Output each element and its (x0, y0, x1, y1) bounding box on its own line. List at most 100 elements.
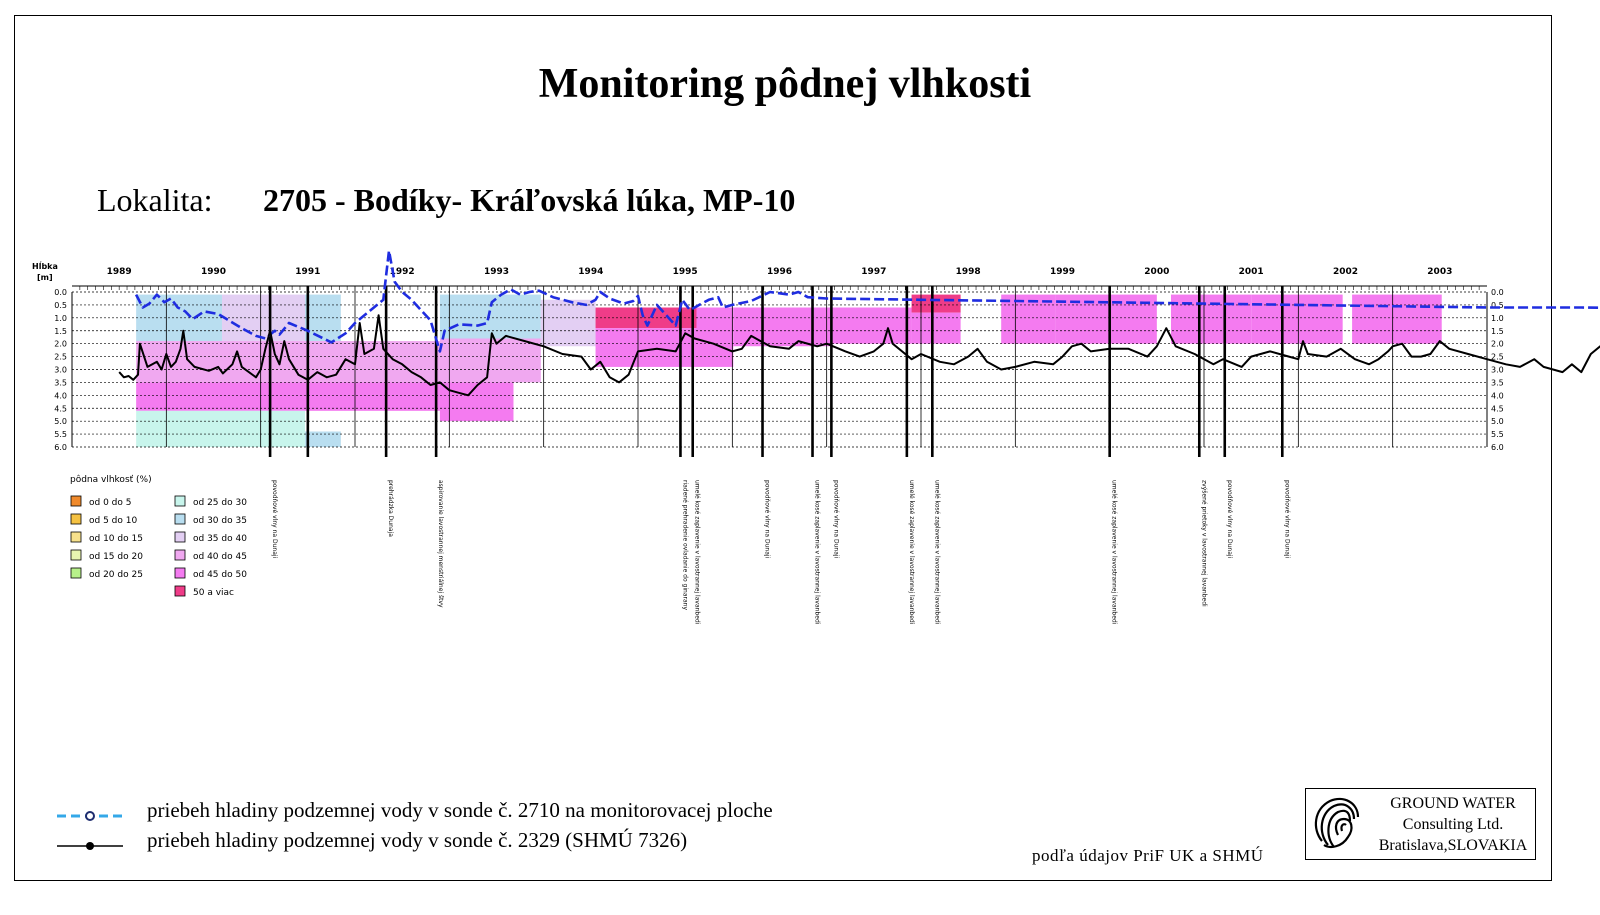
moisture-legend-label-10: 50 a viac (193, 588, 234, 598)
moisture-legend-label-3: od 15 do 20 (89, 552, 143, 562)
event-label-6: povodňové vlny na Dunaji (764, 480, 771, 559)
moisture-legend-swatch-10 (174, 585, 186, 597)
moisture-legend-swatch-5 (174, 495, 186, 507)
ytick-right-7: 3.5 (1491, 378, 1504, 387)
moisture-legend-label-1: od 5 do 10 (89, 516, 137, 526)
moisture-block-2 (305, 294, 341, 342)
company-logo: GROUND WATER Consulting Ltd. Bratislava,… (1305, 788, 1536, 860)
ytick-right-9: 4.5 (1491, 404, 1504, 413)
year-label-1998: 1998 (956, 267, 981, 277)
moisture-block-1 (221, 294, 306, 342)
event-label-3: aspirovanie lavostrannej menstriálnej št… (437, 480, 444, 608)
moisture-legend-swatch-2 (70, 531, 82, 543)
event-label-9: umelé kosé zaplavenie v lavostrannej lav… (908, 480, 915, 625)
moisture-block-5 (136, 410, 306, 447)
moisture-legend-label-6: od 30 do 35 (193, 516, 247, 526)
moisture-legend-swatch-7 (174, 531, 186, 543)
moisture-block-14 (733, 307, 832, 347)
ytick-left-11: 5.5 (54, 430, 67, 439)
event-label-4: riadené prehradenie ovladanie do ginaran… (681, 480, 688, 610)
year-label-1994: 1994 (578, 267, 603, 277)
moisture-legend-swatch-4 (70, 567, 82, 579)
page-title: Monitoring pôdnej vlhkosti (538, 61, 1032, 107)
moisture-legend-label-0: od 0 do 5 (89, 498, 131, 508)
blue-series-line (134, 249, 1600, 353)
ytick-right-10: 5.0 (1491, 417, 1504, 426)
event-label-11: umelé kosé zaplavenie v lavostrannej lav… (1111, 480, 1118, 625)
moisture-block-7 (439, 294, 541, 339)
year-label-1990: 1990 (201, 267, 226, 277)
ytick-left-9: 4.5 (54, 404, 67, 413)
moisture-legend-label-7: od 35 do 40 (193, 534, 247, 544)
ytick-left-12: 6.0 (54, 443, 67, 452)
year-label-1991: 1991 (295, 267, 320, 277)
year-label-1993: 1993 (484, 267, 509, 277)
moisture-block-11 (595, 307, 697, 329)
moisture-block-16 (911, 294, 961, 313)
event-label-12: zvýšené prietoky v lavostrannej lavanbed… (1200, 480, 1207, 607)
ytick-left-1: 0.5 (54, 301, 67, 310)
ytick-left-5: 2.5 (54, 353, 67, 362)
event-label-2: prehrádzka Dunaja (387, 480, 394, 537)
ytick-right-6: 3.0 (1491, 366, 1504, 375)
moisture-block-17 (911, 312, 961, 344)
moisture-block-22 (1352, 294, 1442, 344)
year-label-2000: 2000 (1144, 267, 1169, 277)
ytick-right-5: 2.5 (1491, 353, 1504, 362)
ytick-left-8: 4.0 (54, 391, 67, 400)
moisture-block-15 (831, 307, 912, 344)
ytick-right-1: 0.5 (1491, 301, 1504, 310)
logo-icon (1314, 797, 1360, 848)
event-label-5: umelé kosé zaplavenie v lavostrannej lav… (694, 480, 701, 625)
y-axis-label-2: [m] (37, 273, 53, 282)
moisture-legend-title: pôdna vlhkosť (%) (70, 474, 152, 485)
moisture-legend-swatch-0 (70, 495, 82, 507)
event-label-10: umelé kosé zaplavenie v lavostrannej lav… (933, 480, 940, 625)
moisture-legend-label-4: od 20 do 25 (89, 570, 143, 580)
year-label-1997: 1997 (861, 267, 886, 277)
ytick-left-10: 5.0 (54, 417, 67, 426)
black-series-line (118, 314, 1600, 397)
ytick-left-4: 2.0 (54, 340, 67, 349)
year-label-1999: 1999 (1050, 267, 1075, 277)
moisture-block-6 (305, 431, 341, 447)
year-label-2001: 2001 (1239, 267, 1264, 277)
chart-frame (14, 15, 1552, 881)
data-source: podľa údajov PriF UK a SHMÚ (1032, 846, 1264, 865)
ytick-left-3: 1.5 (54, 327, 67, 336)
moisture-block-18 (1001, 294, 1056, 344)
locality-label: Lokalita: (97, 182, 213, 218)
ytick-left-0: 0.0 (54, 288, 67, 297)
ytick-right-12: 6.0 (1491, 443, 1504, 452)
moisture-block-9 (439, 382, 514, 422)
locality-value: 2705 - Bodíky- Kráľovská lúka, MP-10 (263, 182, 796, 218)
ytick-right-4: 2.0 (1491, 340, 1504, 349)
ytick-left-7: 3.5 (54, 378, 67, 387)
year-label-1995: 1995 (673, 267, 698, 277)
ytick-right-0: 0.0 (1491, 288, 1504, 297)
event-label-7: umelé kosé zaplavenie v lavostrannej lav… (814, 480, 821, 625)
y-axis-label-1: Hĺbka (32, 260, 58, 271)
event-label-14: povodňové vlny na Dunaji (1283, 480, 1290, 559)
moisture-legend-swatch-3 (70, 549, 82, 561)
moisture-block-4 (136, 382, 440, 411)
moisture-block-13 (696, 307, 734, 367)
moisture-block-21 (1251, 294, 1343, 344)
year-label-1992: 1992 (390, 267, 415, 277)
moisture-block-20 (1170, 294, 1252, 344)
logo-line-1: GROUND WATER (1390, 795, 1516, 812)
moisture-block-10 (540, 299, 596, 347)
year-label-1996: 1996 (767, 267, 792, 277)
moisture-legend-label-5: od 25 do 30 (193, 498, 247, 508)
black-series-swatch (57, 842, 123, 850)
ytick-right-8: 4.0 (1491, 391, 1504, 400)
moisture-legend-swatch-8 (174, 549, 186, 561)
moisture-legend-label-8: od 40 do 45 (193, 552, 247, 562)
ytick-right-3: 1.5 (1491, 327, 1504, 336)
ytick-right-11: 5.5 (1491, 430, 1504, 439)
legend-label-black: priebeh hladiny podzemnej vody v sonde č… (147, 828, 688, 852)
ytick-left-6: 3.0 (54, 366, 67, 375)
logo-line-3: Bratislava,SLOVAKIA (1378, 837, 1528, 854)
logo-line-2: Consulting Ltd. (1402, 816, 1504, 833)
